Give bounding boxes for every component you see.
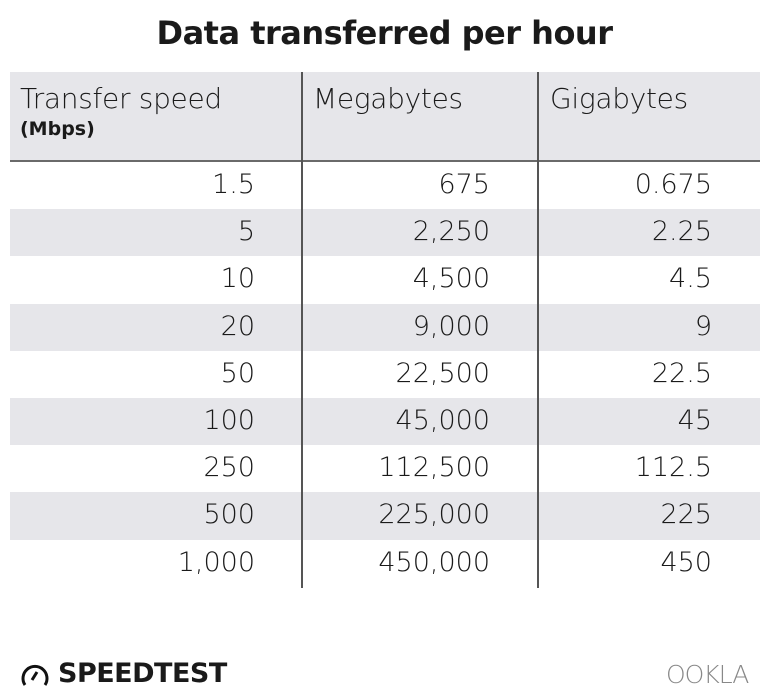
speedtest-logo: SPEEDTEST [20,658,227,689]
table-title: Data transferred per hour [156,14,613,52]
cell-gigabytes: 9 [694,310,712,342]
cell-gigabytes: 2.25 [651,216,712,248]
table-row: 500 225,000 225 [10,492,760,540]
cell-megabytes: 225,000 [378,499,490,531]
cell-speed: 500 [203,499,255,531]
cell-speed: 20 [220,310,255,342]
header-unit: (Mbps) [20,118,95,140]
cell-speed: 1.5 [212,169,255,200]
table-row: 5 2,250 2.25 [10,209,760,257]
speedtest-wordmark: SPEEDTEST [58,658,227,689]
table-row: 10 4,500 4.5 [10,256,760,303]
cell-speed: 10 [220,263,255,295]
cell-speed: 100 [203,404,255,436]
cell-megabytes: 112,500 [378,452,490,484]
data-table: Transfer speed (Mbps) Megabytes Gigabyte… [10,72,760,587]
cell-megabytes: 4,500 [412,263,490,295]
cell-megabytes: 9,000 [412,310,490,342]
cell-gigabytes: 0.675 [634,169,712,200]
column-divider [301,72,303,588]
cell-gigabytes: 45 [677,404,712,436]
table-row: 1,000 450,000 450 [10,540,760,587]
cell-megabytes: 675 [438,169,490,200]
table-row: 100 45,000 45 [10,397,760,446]
cell-speed: 5 [237,216,255,248]
cell-gigabytes: 225 [660,499,712,531]
table-row: 1.5 675 0.675 [10,162,760,209]
cell-gigabytes: 22.5 [651,357,712,389]
table-row: 20 9,000 9 [10,303,760,351]
cell-speed: 50 [220,357,255,389]
cell-megabytes: 2,250 [412,216,490,248]
cell-megabytes: 22,500 [395,357,490,389]
cell-gigabytes: 450 [660,546,712,578]
cell-megabytes: 450,000 [378,546,490,578]
cell-megabytes: 45,000 [395,404,490,436]
ookla-logo: OOKLA [666,660,749,689]
speedometer-icon [21,664,49,686]
table-body: 1.5 675 0.675 5 2,250 2.25 10 4,500 4.5 20 9,000 9 5… [10,162,760,587]
cell-speed: 1,000 [177,546,255,578]
cell-gigabytes: 4.5 [669,263,712,295]
table-header: Transfer speed (Mbps) Megabytes Gigabyte… [10,72,760,162]
table-row: 250 112,500 112.5 [10,445,760,492]
cell-gigabytes: 112.5 [634,452,712,484]
header-megabytes: Megabytes [313,82,463,115]
table-row: 50 22,500 22.5 [10,351,760,398]
header-gigabytes: Gigabytes [550,82,688,115]
column-divider [537,72,539,588]
cell-speed: 250 [203,452,255,484]
header-transfer-speed: Transfer speed [20,82,222,115]
